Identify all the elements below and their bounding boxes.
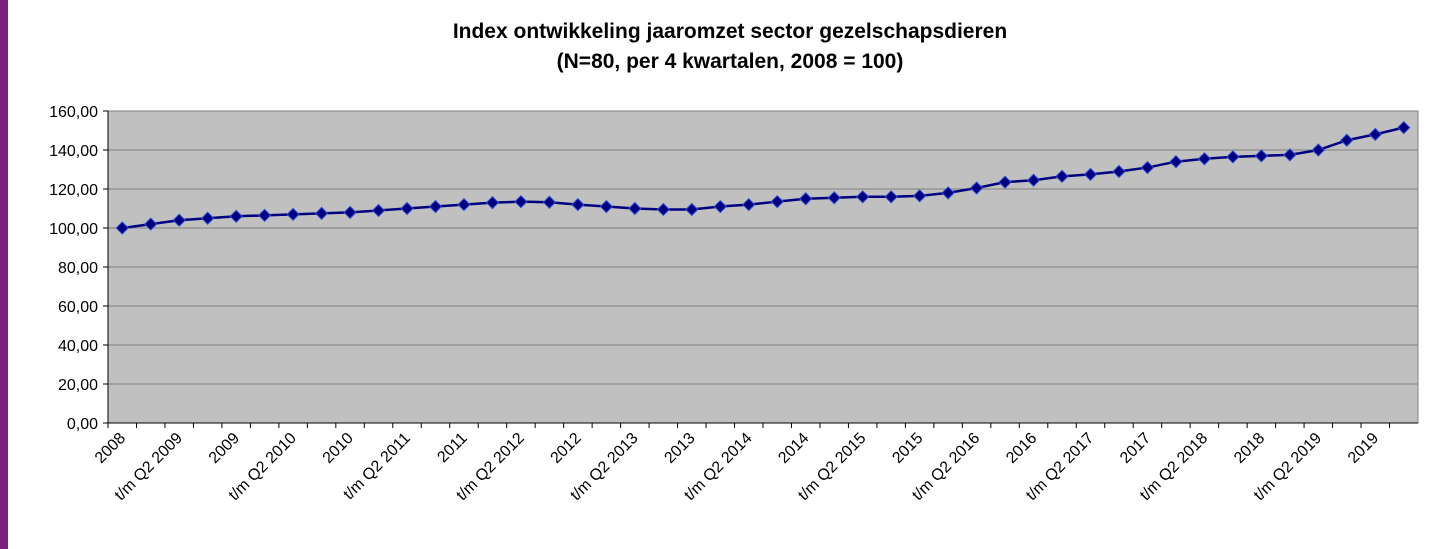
marker <box>172 213 186 227</box>
side-border <box>0 0 8 549</box>
marker <box>514 194 528 209</box>
marker <box>1283 148 1297 162</box>
marker <box>542 195 557 209</box>
marker <box>314 206 329 221</box>
x-tick-label: 2017 <box>1117 430 1154 467</box>
marker <box>884 190 898 204</box>
marker <box>200 211 215 225</box>
marker <box>571 197 585 212</box>
marker <box>1026 173 1041 187</box>
marker <box>1368 127 1382 142</box>
x-tick-label: 2013 <box>661 430 698 467</box>
x-tick-label: 2016 <box>1003 430 1040 467</box>
marker <box>656 202 671 217</box>
x-tick-label: 2008 <box>92 430 129 467</box>
y-tick-label: 40,00 <box>58 338 98 355</box>
marker <box>343 205 357 220</box>
x-tick-label: 2014 <box>775 430 812 467</box>
y-tick-label: 20,00 <box>58 377 98 394</box>
marker <box>770 194 784 209</box>
x-tick-label: 2018 <box>1231 430 1268 467</box>
marker <box>685 202 699 217</box>
marker <box>599 199 614 214</box>
y-tick-label: 140,00 <box>49 143 98 160</box>
x-tick-label: 2019 <box>1345 430 1382 467</box>
y-tick-label: 160,00 <box>49 104 98 121</box>
marker <box>1169 154 1183 169</box>
marker <box>1340 133 1354 147</box>
marker <box>257 208 272 223</box>
x-tick-label: 2010 <box>320 430 357 467</box>
marker <box>229 209 243 224</box>
marker <box>628 201 642 216</box>
chart-title: Index ontwikkeling jaaromzet sector geze… <box>453 20 1007 43</box>
marker <box>1055 169 1069 184</box>
marker <box>713 199 727 214</box>
x-tick-label: 2011 <box>434 430 470 466</box>
marker <box>457 197 471 212</box>
y-tick-label: 100,00 <box>49 221 98 238</box>
marker <box>855 190 870 204</box>
marker <box>912 189 927 203</box>
marker <box>998 175 1012 189</box>
marker <box>144 217 158 231</box>
marker <box>827 191 841 205</box>
marker <box>1112 164 1126 179</box>
marker <box>1311 143 1326 157</box>
marker <box>371 203 386 218</box>
marker <box>1397 120 1411 135</box>
marker <box>1226 150 1240 164</box>
y-tick-label: 0,00 <box>67 416 98 433</box>
marker <box>1197 152 1212 166</box>
marker <box>742 197 756 212</box>
marker <box>286 207 300 222</box>
y-tick-label: 120,00 <box>49 182 98 199</box>
marker <box>485 195 500 210</box>
y-tick-label: 80,00 <box>58 260 98 277</box>
line <box>122 126 1405 230</box>
marker <box>799 192 813 206</box>
marker <box>115 221 129 235</box>
marker <box>969 181 984 195</box>
marker <box>1140 160 1155 175</box>
marker <box>1083 167 1098 182</box>
y-tick-label: 60,00 <box>58 299 98 316</box>
x-tick-label: 2012 <box>548 430 585 467</box>
chart-subtitle: (N=80, per 4 kwartalen, 2008 = 100) <box>557 50 904 73</box>
x-tick-label: 2015 <box>889 430 926 467</box>
marker <box>941 186 955 200</box>
marker <box>428 199 443 214</box>
x-tick-label: 2009 <box>206 430 243 467</box>
marker <box>400 201 414 216</box>
marker <box>1254 149 1269 163</box>
